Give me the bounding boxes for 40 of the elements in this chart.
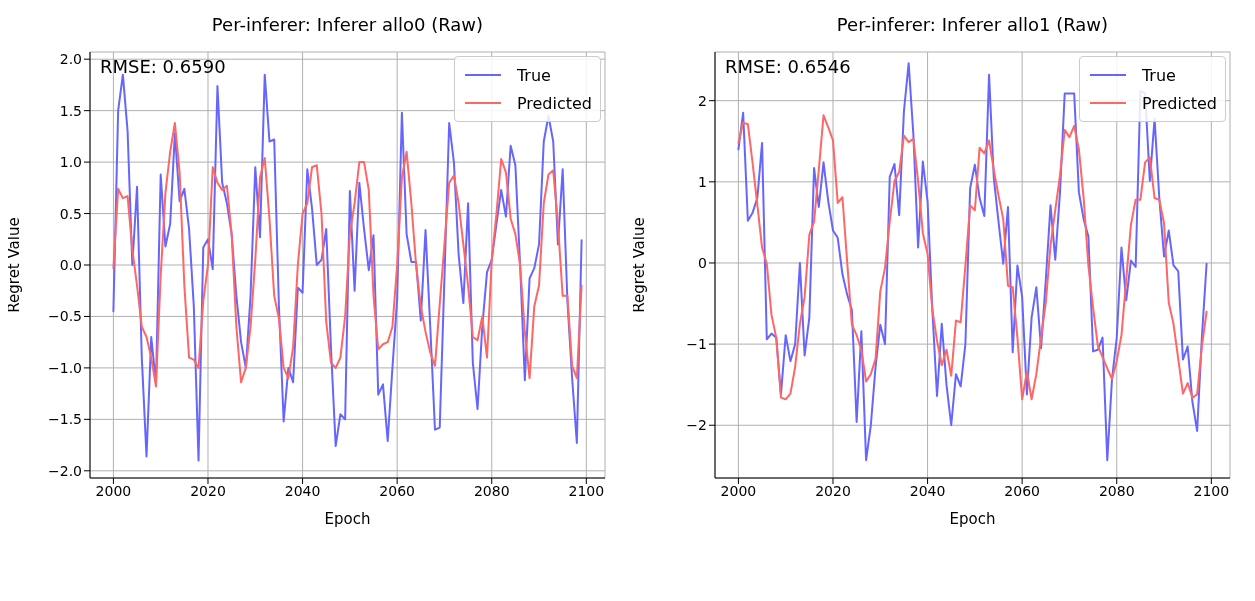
line-series — [737, 114, 1208, 401]
x-tick-label: 2100 — [1193, 482, 1230, 499]
y-axis-title: Regret Value — [5, 217, 24, 313]
y-tick-label: −2.0 — [48, 462, 82, 479]
legend-label: True — [516, 65, 551, 85]
legend-label: Predicted — [1141, 93, 1217, 113]
y-tick-label: 1.5 — [59, 102, 82, 119]
x-axis-title: Epoch — [324, 510, 371, 528]
x-tick-label: 2000 — [720, 482, 757, 499]
annotation: RMSE: 0.6590 — [100, 56, 226, 77]
x-axis-title: Epoch — [949, 510, 996, 528]
x-tick-label: 2020 — [190, 482, 226, 499]
y-tick-label: −0.5 — [48, 308, 82, 325]
y-tick-label: −1.5 — [48, 411, 82, 428]
x-tick-label: 2020 — [815, 482, 851, 499]
x-tick-label: 2040 — [284, 482, 321, 499]
y-tick-label: −2 — [686, 417, 707, 434]
y-tick-label: −1.0 — [48, 359, 82, 376]
y-tick-label: 0.0 — [59, 256, 82, 273]
annotation: RMSE: 0.6546 — [725, 56, 851, 77]
legend-label: Predicted — [516, 93, 592, 113]
chart-title: Per-inferer: Inferer allo1 (Raw) — [835, 13, 1110, 37]
x-tick-label: 2060 — [379, 482, 415, 499]
chart-title: Per-inferer: Inferer allo0 (Raw) — [210, 13, 485, 37]
line-series — [112, 122, 583, 388]
y-tick-label: 2.0 — [59, 51, 82, 68]
y-tick-label: 1 — [698, 173, 707, 190]
x-tick-label: 2060 — [1004, 482, 1040, 499]
y-tick-label: −1 — [686, 336, 707, 353]
x-tick-label: 2000 — [95, 482, 132, 499]
y-tick-label: 2 — [698, 92, 707, 109]
legend-label: True — [1141, 65, 1176, 85]
x-tick-label: 2080 — [473, 482, 510, 499]
x-tick-label: 2100 — [568, 482, 605, 499]
x-tick-label: 2040 — [909, 482, 946, 499]
y-tick-label: 0.5 — [59, 205, 82, 222]
y-tick-label: 0 — [698, 254, 707, 271]
y-axis-title: Regret Value — [630, 217, 649, 313]
x-tick-label: 2080 — [1098, 482, 1135, 499]
y-tick-label: 1.0 — [59, 154, 82, 171]
